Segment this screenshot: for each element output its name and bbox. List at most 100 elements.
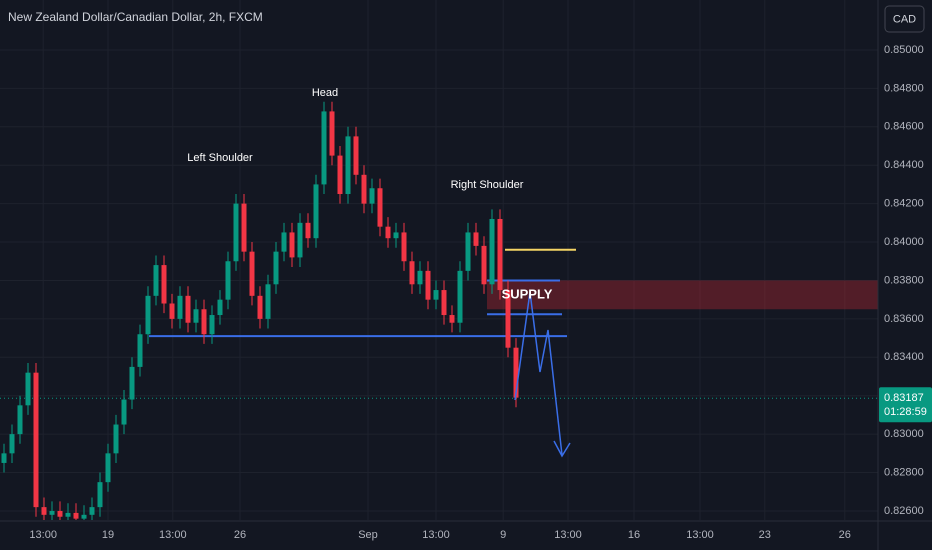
currency-label[interactable]: CAD (893, 13, 916, 25)
y-tick-label: 0.84000 (884, 236, 924, 248)
candle-body (249, 251, 255, 296)
candle-body (105, 453, 111, 483)
candle-body (265, 284, 271, 319)
candles (1, 101, 519, 520)
candle-body (281, 232, 287, 252)
x-tick-label: Sep (358, 529, 378, 541)
x-tick-label: 13:00 (159, 529, 187, 541)
candle-body (505, 290, 511, 348)
x-tick-label: 19 (102, 529, 114, 541)
candle-body (481, 245, 487, 285)
candle-body (129, 366, 135, 400)
candle-body (145, 295, 151, 335)
x-tick-label: 13:00 (554, 529, 582, 541)
candle-body (393, 232, 399, 239)
candle-body (169, 303, 175, 319)
candle-body (337, 155, 343, 195)
last-price-box (879, 387, 932, 423)
candle-body (33, 372, 39, 508)
arrow-head (553, 440, 571, 458)
y-tick-label: 0.83400 (884, 351, 924, 363)
candle-body (417, 270, 423, 285)
countdown-label: 01:28:59 (884, 406, 927, 418)
candle-body (377, 188, 383, 227)
candle-body (465, 232, 471, 271)
candle-body (257, 295, 263, 319)
candle-body (41, 507, 47, 515)
y-tick-label: 0.84600 (884, 121, 924, 133)
candle-body (369, 188, 375, 204)
candle-body (329, 111, 335, 156)
candle-body (289, 232, 295, 258)
supply-zone (487, 280, 878, 310)
y-tick-label: 0.83000 (884, 428, 924, 440)
candle-body (489, 218, 495, 285)
candle-body (241, 203, 247, 252)
y-tick-label: 0.84400 (884, 159, 924, 171)
x-tick-label: 26 (839, 529, 851, 541)
y-tick-label: 0.82600 (884, 505, 924, 517)
y-tick-label: 0.84200 (884, 198, 924, 210)
chart-title: New Zealand Dollar/Canadian Dollar, 2h, … (8, 10, 263, 24)
candle-body (201, 309, 207, 335)
candle-body (409, 261, 415, 285)
annotation: SUPPLY (502, 286, 553, 301)
candle-body (441, 290, 447, 316)
candle-body (297, 222, 303, 258)
candle-body (401, 232, 407, 262)
y-tick-label: 0.82800 (884, 466, 924, 478)
candle-body (273, 251, 279, 285)
x-tick-label: 16 (628, 529, 640, 541)
candle-body (113, 424, 119, 454)
candle-body (313, 184, 319, 239)
candle-body (193, 309, 199, 323)
candle-body (321, 111, 327, 185)
last-price-label: 0.83187 (884, 392, 924, 404)
x-tick-label: 23 (759, 529, 771, 541)
annotation: Right Shoulder (451, 179, 524, 191)
candle-body (65, 512, 71, 517)
candle-body (25, 372, 31, 406)
candle-body (185, 295, 191, 323)
candle-body (513, 347, 519, 398)
candle-body (121, 399, 127, 425)
grid (0, 0, 878, 520)
candle-body (81, 514, 87, 519)
annotation: Head (312, 87, 338, 99)
candle-body (73, 512, 79, 519)
candle-body (217, 299, 223, 316)
candle-body (89, 507, 95, 515)
candle-body (153, 265, 159, 296)
candle-body (233, 203, 239, 262)
candle-body (137, 334, 143, 367)
candle-body (49, 510, 55, 515)
candle-body (209, 315, 215, 335)
annotation: Left Shoulder (187, 152, 253, 164)
candle-body (473, 232, 479, 246)
x-tick-label: 13:00 (29, 529, 57, 541)
candle-body (177, 295, 183, 319)
candle-body (385, 226, 391, 239)
currency-button[interactable] (884, 5, 925, 33)
candle-body (353, 136, 359, 175)
drawings (0, 248, 878, 399)
y-tick-label: 0.85000 (884, 44, 924, 56)
candle-body (433, 290, 439, 300)
candle-body (449, 315, 455, 323)
candle-body (457, 270, 463, 323)
candle-body (497, 218, 503, 291)
x-tick-label: 13:00 (422, 529, 450, 541)
x-tick-label: 9 (500, 529, 506, 541)
candle-body (305, 222, 311, 239)
candle-body (161, 265, 167, 304)
candle-body (57, 510, 63, 517)
candle-body (17, 405, 23, 435)
x-tick-label: 26 (234, 529, 246, 541)
y-tick-label: 0.84800 (884, 82, 924, 94)
candle-body (425, 270, 431, 300)
x-tick-label: 13:00 (686, 529, 714, 541)
candle-body (9, 434, 15, 454)
